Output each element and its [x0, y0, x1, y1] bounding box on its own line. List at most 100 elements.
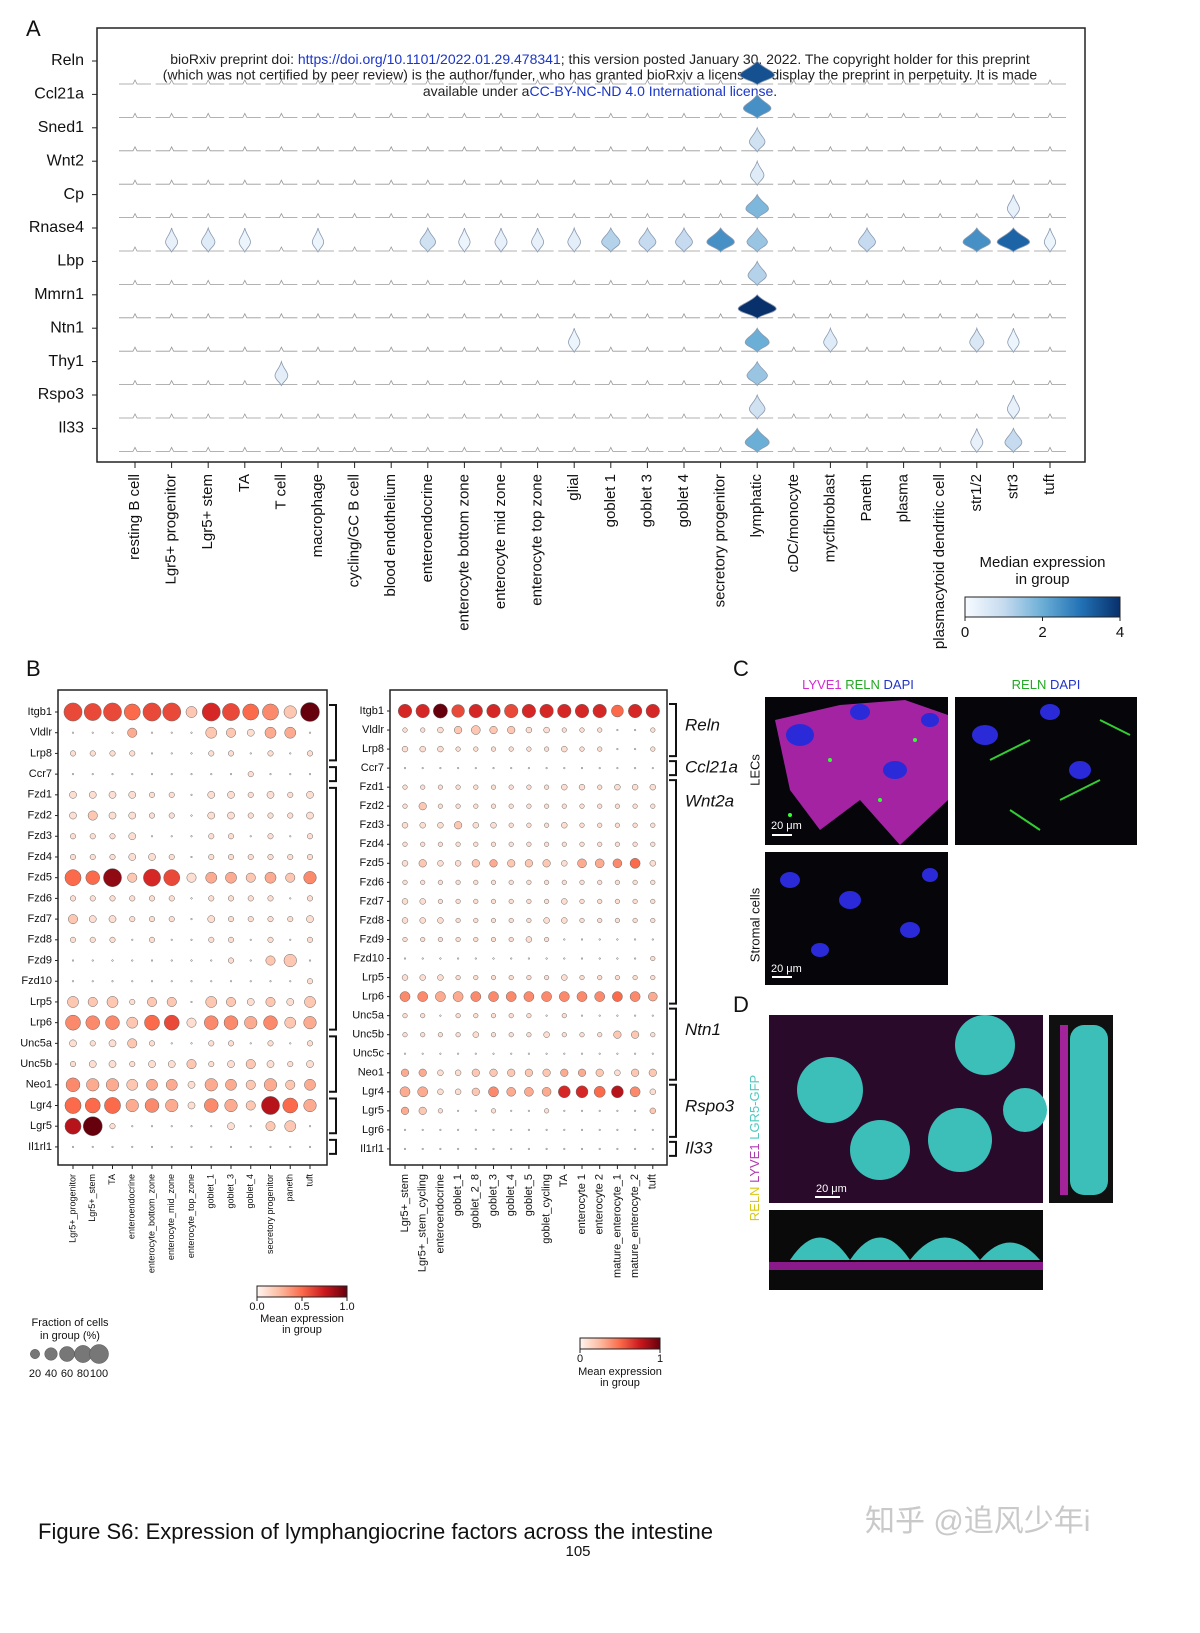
dot	[650, 917, 656, 923]
micrograph	[1049, 1015, 1113, 1203]
dot	[616, 748, 619, 751]
violin	[411, 212, 444, 218]
bracket	[669, 760, 677, 777]
dot	[616, 1014, 619, 1017]
category-label: Lgr5+_progenitor	[67, 1174, 77, 1243]
gene-label: Fzd6	[28, 892, 52, 904]
dot	[129, 895, 136, 902]
violin	[777, 413, 810, 419]
violin	[1006, 394, 1020, 420]
dot	[526, 975, 532, 981]
dot	[287, 916, 294, 923]
dot	[266, 1060, 275, 1068]
micrograph	[769, 1210, 1043, 1290]
dot	[304, 1078, 316, 1091]
dot	[648, 991, 658, 1002]
gene-label: Lgr4	[30, 1099, 52, 1111]
dot	[437, 726, 444, 734]
violin	[1034, 312, 1066, 319]
category-label: tuft	[1041, 473, 1058, 495]
dot	[267, 916, 274, 923]
dot	[455, 784, 461, 790]
dot	[149, 895, 155, 902]
violin	[485, 346, 517, 352]
violin	[521, 79, 554, 85]
dot	[229, 980, 233, 983]
gene-label: Fzd4	[360, 838, 384, 850]
dot	[651, 1014, 654, 1017]
dot	[400, 1068, 410, 1077]
header-link[interactable]: https://doi.org/10.1101/2022.01.29.47834…	[298, 51, 561, 67]
dot	[170, 752, 173, 755]
dot	[508, 841, 514, 847]
dot	[510, 1147, 513, 1150]
violin	[375, 112, 408, 118]
dot	[83, 1116, 103, 1136]
violin	[155, 446, 188, 452]
dot	[561, 783, 568, 791]
colorbar	[964, 596, 1121, 618]
dot	[86, 1078, 100, 1092]
violin	[448, 379, 481, 385]
category-label: goblet_3	[225, 1174, 235, 1209]
violin	[119, 212, 151, 218]
dot	[634, 938, 637, 941]
violin	[192, 446, 225, 452]
category-label: goblet_3	[487, 1174, 499, 1216]
violin	[411, 312, 444, 319]
stain: RELN	[845, 677, 880, 692]
dot	[473, 917, 479, 923]
dot	[306, 1060, 314, 1068]
dot	[527, 1109, 530, 1112]
dot	[649, 1088, 656, 1095]
dot	[128, 791, 137, 799]
dot	[170, 1042, 173, 1045]
dot	[287, 1061, 294, 1068]
dot	[149, 936, 155, 943]
dot	[521, 703, 536, 719]
stain: DAPI	[1050, 677, 1080, 692]
category-label: mycfibroblast	[821, 473, 838, 562]
dot	[598, 767, 601, 770]
dot	[307, 978, 313, 985]
colorbar-tick-label: 0.5	[294, 1301, 309, 1313]
dot	[437, 860, 444, 867]
dot	[527, 767, 530, 770]
dot	[437, 784, 443, 790]
violin	[1034, 212, 1066, 218]
dot	[439, 957, 442, 960]
violin	[448, 413, 481, 419]
gene-label: Vldlr	[30, 727, 52, 739]
dot	[614, 898, 620, 904]
dot	[508, 898, 514, 904]
dot	[437, 841, 443, 847]
dot	[597, 784, 603, 790]
violin	[887, 413, 920, 419]
category-label: paneth	[285, 1174, 295, 1202]
dot	[507, 859, 516, 868]
category-label: enteroendocrine	[434, 1174, 446, 1254]
dot	[474, 1128, 477, 1131]
dot	[228, 1040, 234, 1047]
violin	[1034, 79, 1066, 85]
colorbar-title: in group	[1015, 571, 1069, 588]
dot	[508, 975, 514, 981]
micrograph	[769, 1015, 1047, 1203]
violin	[631, 79, 664, 85]
violin	[448, 279, 481, 285]
dot	[284, 1016, 297, 1029]
dot	[303, 1098, 317, 1113]
dot	[402, 1013, 408, 1019]
header-link[interactable]: CC-BY-NC-ND 4.0 International license	[529, 83, 773, 99]
dot	[245, 1079, 256, 1090]
violin	[851, 279, 883, 285]
violin	[814, 413, 847, 419]
ligand-label: Reln	[685, 715, 720, 734]
dot	[577, 1068, 587, 1077]
dot	[109, 895, 116, 902]
category-label: enterocyte_bottom_zone	[146, 1174, 156, 1273]
dot	[561, 803, 567, 809]
dot	[574, 703, 590, 719]
dot	[437, 898, 443, 904]
dot	[594, 991, 605, 1002]
